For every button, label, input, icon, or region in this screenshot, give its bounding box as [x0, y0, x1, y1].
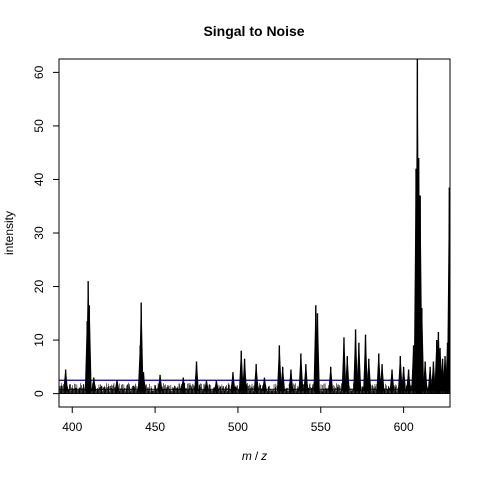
- y-tick-label: 40: [32, 172, 46, 186]
- y-tick-label: 10: [32, 333, 46, 347]
- x-axis-label-z: z: [260, 449, 267, 463]
- y-tick-label: 20: [32, 280, 46, 294]
- x-axis: 400 450 500 550 600: [62, 407, 414, 434]
- x-tick-label: 600: [394, 420, 414, 434]
- x-tick-label: 500: [228, 420, 248, 434]
- y-tick-label: 50: [32, 119, 46, 133]
- chart-title: Singal to Noise: [203, 23, 304, 39]
- x-axis-label-m: m: [242, 449, 252, 463]
- spectrum-peaks: [63, 59, 450, 394]
- y-tick-label: 0: [32, 390, 46, 397]
- y-tick-label: 60: [32, 65, 46, 79]
- plot-clipped: [59, 59, 450, 395]
- y-axis-label: intensity: [2, 211, 16, 255]
- x-axis-label-slash: /: [255, 449, 259, 463]
- plot-frame: [58, 58, 451, 408]
- x-tick-label: 400: [62, 420, 82, 434]
- x-tick-label: 450: [145, 420, 165, 434]
- x-tick-label: 550: [311, 420, 331, 434]
- y-axis: 0 10 20 30 40 50 60: [32, 65, 59, 397]
- y-tick-label: 30: [32, 226, 46, 240]
- plot-layer: [59, 59, 450, 395]
- x-axis-label: m / z: [242, 449, 267, 463]
